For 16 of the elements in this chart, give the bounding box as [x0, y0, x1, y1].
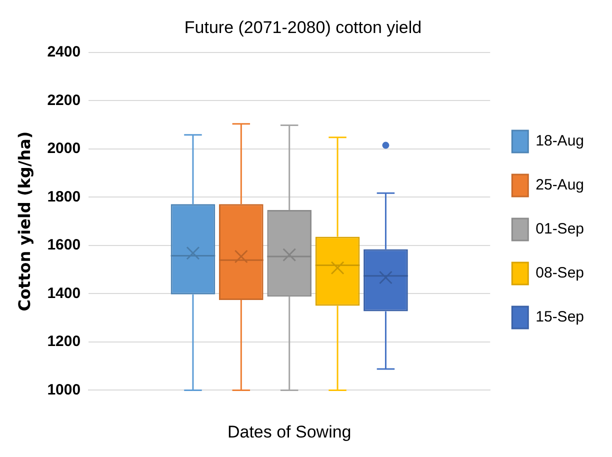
legend-label: 15-Sep — [536, 308, 584, 326]
legend-label: 18-Aug — [536, 132, 584, 150]
x-axis-title: Dates of Sowing — [227, 422, 352, 442]
y-tick-label: 1800 — [47, 188, 81, 206]
legend-label: 25-Aug — [536, 176, 584, 194]
chart-title: Future (2071-2080) cotton yield — [184, 18, 422, 37]
legend-label: 01-Sep — [536, 220, 584, 238]
y-tick-label: 2000 — [47, 140, 81, 158]
y-axis-title: Cotton yield (kg/ha) — [14, 131, 34, 312]
y-tick-label: 1000 — [47, 381, 81, 398]
y-tick-label: 2400 — [47, 44, 81, 61]
legend-label: 08-Sep — [536, 264, 584, 282]
y-tick-label: 1200 — [47, 333, 81, 350]
y-tick-label: 1400 — [47, 284, 81, 302]
y-tick-label: 1600 — [47, 236, 81, 254]
y-tick-label: 2200 — [47, 92, 81, 109]
